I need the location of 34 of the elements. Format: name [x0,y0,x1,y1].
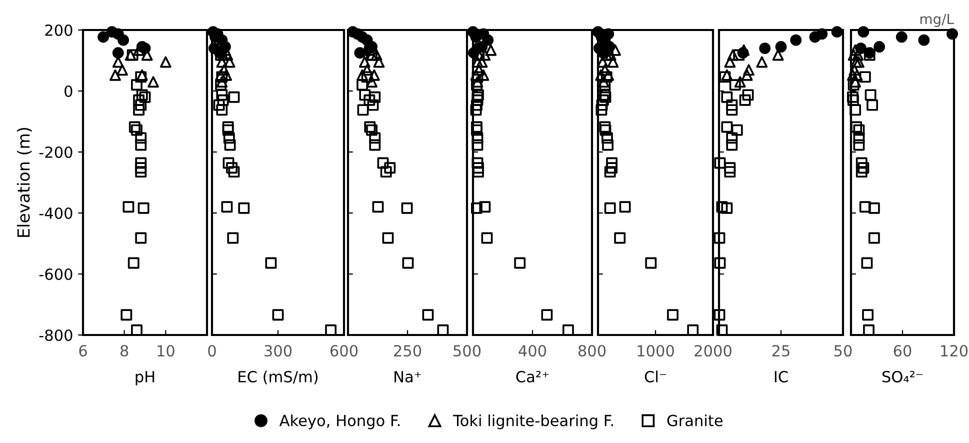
x-tick-label: 600 [330,344,358,357]
y-tick-label: -200 [39,146,72,158]
x-axis-title: IC [774,370,788,382]
x-axis-title: pH [136,371,154,386]
y-tick-label: -400 [39,207,72,220]
y-tick-label: -800 [39,329,72,342]
x-tick-label: 500 [454,344,481,357]
x-axis-title: Ca²⁺ [516,370,549,382]
x-axis-title: Na⁺ [394,371,421,382]
legend-label: Toki lignite-bearing F. [453,414,613,430]
text: mg/L [920,14,954,27]
x-tick-label: 60 [894,344,912,357]
x-axis-title: EC (mS/m) [238,370,318,384]
y-tick-label: 0 [64,85,72,98]
x-axis-title: SO₄²⁻ [882,370,922,382]
x-axis-title: Cl⁻ [644,370,666,382]
x-tick-label: 50 [834,344,852,357]
x-tick-label: 800 [578,344,606,357]
x-tick-label: 8 [120,344,128,357]
x-tick-label: 6 [79,344,87,357]
legend-label: Akeyo, Hongo F. [279,414,400,430]
x-tick-label: 250 [394,344,422,357]
x-tick-label: 300 [264,344,292,357]
x-tick-label: 120 [941,344,968,357]
y-tick-label: 200 [45,24,72,36]
legend-label: Granite [667,414,722,426]
x-tick-label: 10 [158,344,174,357]
y-tick-label: -600 [39,268,72,280]
x-tick-label: 1000 [638,344,674,357]
x-tick-label: 2000 [694,344,732,357]
x-tick-label: 0 [208,344,216,357]
y-axis-title: Elevation (m) [16,128,32,237]
x-tick-label: 400 [518,344,546,357]
x-tick-label: 25 [772,344,790,357]
